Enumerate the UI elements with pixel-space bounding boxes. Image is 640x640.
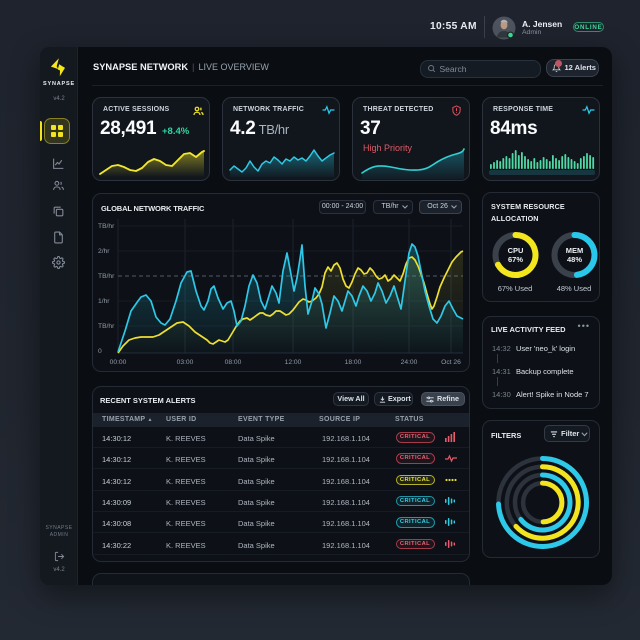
svg-text:03:00: 03:00 <box>177 359 194 366</box>
svg-text:TB/hr: TB/hr <box>98 223 115 230</box>
svg-text:67%: 67% <box>508 255 523 264</box>
svg-text:08:00: 08:00 <box>225 359 242 366</box>
svg-text:12:00: 12:00 <box>285 359 302 366</box>
svg-text:24:00: 24:00 <box>401 359 418 366</box>
svg-text:1/hr: 1/hr <box>98 298 110 305</box>
svg-text:2/hr: 2/hr <box>98 248 110 255</box>
svg-text:18:00: 18:00 <box>345 359 362 366</box>
svg-text:CPU: CPU <box>508 246 524 255</box>
svg-text:TB/hr: TB/hr <box>98 323 115 330</box>
svg-text:Oct 26: Oct 26 <box>441 359 461 366</box>
svg-text:TB/hr: TB/hr <box>98 273 115 280</box>
svg-text:MEM: MEM <box>566 246 584 255</box>
svg-text:00:00: 00:00 <box>110 359 127 366</box>
svg-text:48%: 48% <box>567 255 582 264</box>
svg-text:0: 0 <box>98 348 102 355</box>
